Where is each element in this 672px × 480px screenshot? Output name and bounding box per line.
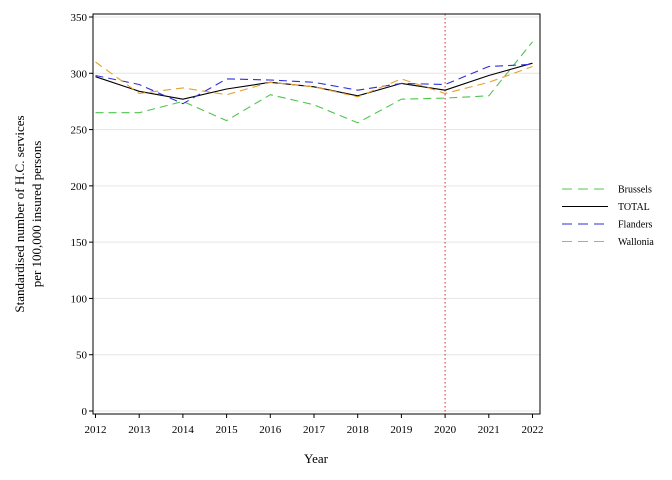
- series-line-wallonia: [95, 61, 533, 98]
- y-tick-label-350: 350: [71, 12, 88, 24]
- y-axis-title-line-2: per 100,000 insured persons: [29, 141, 44, 288]
- y-tick-label-200: 200: [71, 181, 88, 193]
- plot-frame: [92, 13, 541, 415]
- x-tick-label-2020: 2020: [434, 424, 457, 436]
- x-tick-label-2016: 2016: [259, 424, 282, 436]
- gridlines: [93, 16, 540, 412]
- legend: Brussels TOTAL Flanders Wallonia: [562, 185, 654, 248]
- y-tick-label-150: 150: [71, 237, 88, 249]
- x-tick-label-2014: 2014: [172, 424, 195, 436]
- x-tick-label-2015: 2015: [216, 424, 239, 436]
- x-tick-label-2017: 2017: [303, 424, 326, 436]
- x-tick-label-2018: 2018: [347, 424, 370, 436]
- y-tick-label-100: 100: [71, 293, 88, 305]
- x-tick-label-2012: 2012: [85, 424, 107, 436]
- y-tick-label-250: 250: [71, 125, 88, 137]
- x-tick-label-2021: 2021: [478, 424, 500, 436]
- axis-ticks: 0 50 100 150 200 250 300 350 2012 2013 2014 2015 201…: [71, 12, 544, 436]
- y-tick-label-300: 300: [71, 68, 88, 80]
- legend-label-total: TOTAL: [618, 202, 650, 213]
- y-tick-label-50: 50: [76, 350, 88, 362]
- x-tick-label-2022: 2022: [522, 424, 544, 436]
- legend-label-wallonia: Wallonia: [618, 237, 654, 248]
- x-axis-title: Year: [304, 451, 329, 466]
- y-tick-label-0: 0: [82, 406, 88, 418]
- legend-label-brussels: Brussels: [618, 185, 652, 196]
- y-axis-title-line-1: Standardised number of H.C. services: [12, 115, 27, 312]
- x-tick-label-2013: 2013: [128, 424, 151, 436]
- series-line-total: [95, 62, 533, 100]
- series-line-flanders: [95, 63, 533, 105]
- x-tick-label-2019: 2019: [390, 424, 413, 436]
- legend-label-flanders: Flanders: [618, 220, 653, 231]
- series-layer: [95, 41, 533, 124]
